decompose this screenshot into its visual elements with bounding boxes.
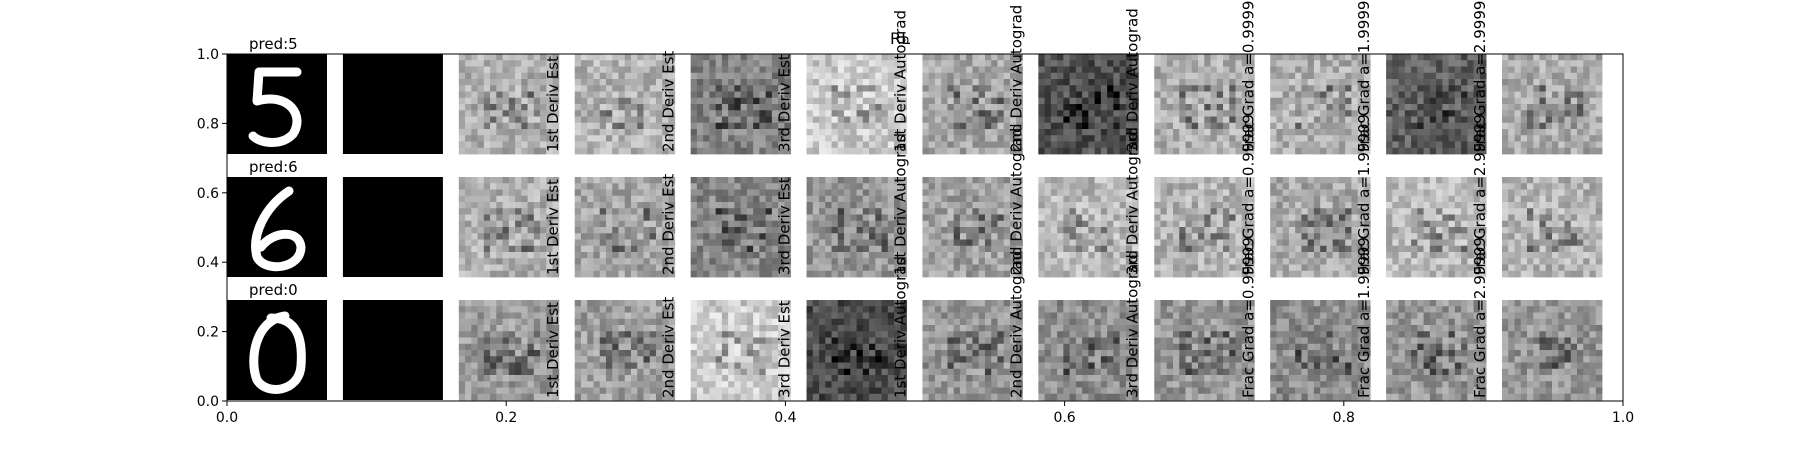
- column-label-r2-c7: 3rd Deriv Autograd: [1123, 254, 1141, 398]
- heatmap-cell-r1-c9: [1270, 177, 1371, 278]
- x-tick-label: 0.8: [1333, 410, 1355, 426]
- blank-image-r0: [342, 54, 443, 154]
- heatmap-cell-r2-c7: [1038, 300, 1139, 401]
- y-tick-label: 1.0: [197, 47, 219, 63]
- heatmap-cell-r0-c6: [922, 54, 1023, 155]
- heatmap-cell-r1-c10: [1386, 177, 1487, 278]
- column-label-r0-c2: 1st Deriv Est: [544, 56, 562, 152]
- digit-image-r1: [227, 177, 327, 277]
- heatmap-cell-r0-c9: [1270, 54, 1371, 155]
- heatmap-cell-r0-c8: [1154, 54, 1255, 155]
- column-label-r2-c10: Frac Grad a=2.99999: [1471, 237, 1489, 398]
- heatmap-cell-r1-c5: [806, 177, 907, 278]
- heatmap-cell-r1-c6: [922, 177, 1023, 278]
- heatmap-cell-r2-c8: [1154, 300, 1255, 401]
- blank-image-r1: [342, 177, 443, 277]
- pred-label-r2: pred:0: [249, 281, 298, 299]
- image-grid: pred:5 1st Deriv Est 2nd Deriv Est 3rd Deri…: [227, 0, 1603, 401]
- x-tick-label: 0.6: [1053, 410, 1075, 426]
- column-label-r0-c4: 3rd Deriv Est: [776, 54, 794, 152]
- y-tick-label: 0.0: [197, 394, 219, 410]
- heatmap-cell-r2-c2: [458, 300, 560, 401]
- column-label-r2-c2: 1st Deriv Est: [544, 302, 562, 398]
- heatmap-cell-r0-c10: [1386, 54, 1487, 155]
- column-label-r0-c7: 3rd Deriv Autograd: [1123, 8, 1141, 152]
- heatmap-cell-r0-c5: [806, 54, 907, 155]
- column-label-r1-c4: 3rd Deriv Est: [776, 177, 794, 275]
- axes-frame: [226, 53, 1624, 402]
- heatmap-cell-r2-c5: [806, 300, 907, 401]
- column-label-r1-c9: Frac Grad a=1.99999: [1355, 114, 1373, 275]
- column-label-r1-c8: Frac Grad a=0.99999: [1239, 114, 1257, 275]
- column-label-r1-c6: 2nd Deriv Autograd: [1007, 128, 1025, 275]
- column-label-r1-c7: 3rd Deriv Autograd: [1123, 131, 1141, 275]
- column-label-r1-c10: Frac Grad a=2.99999: [1471, 114, 1489, 275]
- y-tick-label: 0.8: [197, 116, 219, 132]
- x-tick-label: 1.0: [1612, 410, 1634, 426]
- column-label-r2-c5: 1st Deriv Autograd: [892, 256, 910, 398]
- column-label-r2-c8: Frac Grad a=0.99999: [1239, 237, 1257, 398]
- heatmap-cell-r1-c8: [1154, 177, 1255, 278]
- column-label-r0-c10: Frac Grad a=2.99999: [1471, 0, 1489, 152]
- column-label-r1-c5: 1st Deriv Autograd: [892, 133, 910, 275]
- column-label-r0-c8: Frac Grad a=0.99999: [1239, 0, 1257, 152]
- figure-title: RL: [890, 29, 910, 48]
- column-label-r2-c9: Frac Grad a=1.99999: [1355, 237, 1373, 398]
- pred-label-r0: pred:5: [249, 35, 298, 53]
- column-label-r0-c9: Frac Grad a=1.99999: [1355, 0, 1373, 152]
- heatmap-cell-r0-c3: [574, 54, 676, 155]
- heatmap-cell-r0-c11: [1502, 54, 1603, 155]
- digit-image-r2: [227, 300, 327, 400]
- y-tick-label: 0.4: [197, 255, 219, 271]
- x-tick-label: 0.0: [216, 410, 238, 426]
- heatmap-cell-r1-c2: [458, 177, 560, 278]
- column-label-r0-c5: 1st Deriv Autograd: [892, 10, 910, 152]
- heatmap-cell-r2-c9: [1270, 300, 1371, 401]
- column-label-r0-c6: 2nd Deriv Autograd: [1007, 5, 1025, 152]
- x-tick-label: 0.4: [774, 410, 796, 426]
- heatmap-cell-r2-c11: [1502, 300, 1603, 401]
- digit-image-r0: [227, 54, 327, 154]
- heatmap-cell-r1-c3: [574, 177, 676, 278]
- heatmap-cell-r1-c11: [1502, 177, 1603, 278]
- heatmap-cell-r2-c3: [574, 300, 676, 401]
- x-tick-label: 0.2: [495, 410, 517, 426]
- heatmap-cell-r2-c10: [1386, 300, 1487, 401]
- column-label-r1-c3: 2nd Deriv Est: [660, 174, 678, 275]
- y-tick-label: 0.2: [197, 325, 219, 341]
- blank-image-r2: [342, 300, 443, 400]
- heatmap-cell-r2-c4: [690, 300, 792, 401]
- column-label-r2-c3: 2nd Deriv Est: [660, 297, 678, 398]
- column-label-r2-c4: 3rd Deriv Est: [776, 300, 794, 398]
- axes: 0.0 0.2 0.4 0.6 0.8 1.0 0.0 0.2 0.4 0.6 0.8 1.0: [197, 47, 1634, 426]
- heatmap-cell-r1-c4: [690, 177, 792, 278]
- heatmap-cell-r0-c4: [690, 54, 792, 155]
- column-label-r2-c6: 2nd Deriv Autograd: [1007, 251, 1025, 398]
- column-label-r0-c3: 2nd Deriv Est: [660, 51, 678, 152]
- heatmap-cell-r0-c7: [1038, 54, 1139, 155]
- column-label-r1-c2: 1st Deriv Est: [544, 179, 562, 275]
- y-tick-label: 0.6: [197, 186, 219, 202]
- heatmap-cell-r1-c7: [1038, 177, 1139, 278]
- heatmap-cell-r0-c2: [458, 54, 560, 155]
- pred-label-r1: pred:6: [249, 158, 298, 176]
- heatmap-cell-r2-c6: [922, 300, 1023, 401]
